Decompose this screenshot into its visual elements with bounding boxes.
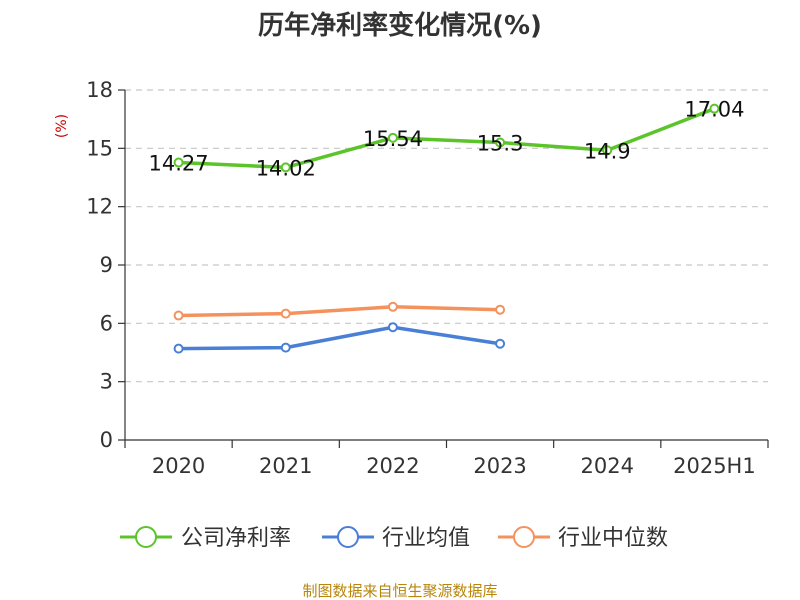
legend: 公司净利率 行业均值 行业中位数	[120, 526, 668, 551]
x-tick-label: 2022	[366, 454, 419, 478]
data-point	[495, 338, 506, 349]
y-tick-label: 12	[86, 195, 113, 219]
data-label: 15.54	[363, 127, 423, 151]
data-labels: 14.27 14.02 15.54 15.3 14.9 17.04	[149, 98, 745, 181]
data-point	[495, 137, 506, 148]
data-point	[387, 132, 398, 143]
y-tick-label: 6	[100, 311, 113, 335]
series-lines	[173, 103, 720, 354]
data-point	[602, 145, 613, 156]
legend-marker	[513, 526, 535, 548]
legend-label: 公司净利率	[181, 526, 291, 551]
grid-lines	[125, 89, 768, 383]
data-point	[387, 301, 398, 312]
data-point	[173, 310, 184, 321]
data-point	[387, 322, 398, 333]
data-label: 17.04	[684, 98, 744, 122]
legend-marker	[135, 526, 157, 548]
data-point	[495, 304, 506, 315]
chart-title: 历年净利率变化情况(%)	[258, 10, 542, 41]
legend-label: 行业均值	[382, 526, 470, 551]
series-line	[176, 106, 717, 170]
data-point	[280, 308, 291, 319]
y-tick-label: 3	[100, 370, 113, 394]
legend-item[interactable]: 公司净利率	[120, 526, 291, 551]
y-tick-label: 0	[100, 428, 113, 452]
data-label: 14.9	[584, 139, 631, 163]
data-label: 15.3	[477, 132, 524, 156]
legend-item[interactable]: 行业均值	[322, 526, 470, 551]
series-line	[176, 325, 502, 351]
legend-marker	[337, 526, 359, 548]
data-label: 14.02	[256, 156, 316, 180]
data-point	[173, 343, 184, 354]
x-tick-label: 2020	[152, 454, 205, 478]
data-label: 14.27	[149, 152, 209, 176]
x-tick-label: 2024	[581, 454, 634, 478]
y-tick-label: 18	[86, 78, 113, 102]
x-tick-label: 2025H1	[673, 454, 756, 478]
y-axis-unit-label: (%)	[54, 114, 70, 138]
axes: 0 3 6 9 12 15 18 2020 2021 2022 2023 2024 2025H1	[86, 78, 769, 478]
y-tick-label: 15	[86, 136, 113, 160]
y-tick-label: 9	[100, 253, 113, 277]
legend-label: 行业中位数	[558, 526, 668, 551]
data-point	[709, 103, 720, 114]
data-point	[173, 157, 184, 168]
data-point	[280, 162, 291, 173]
series-line	[176, 305, 502, 318]
x-tick-label: 2021	[259, 454, 312, 478]
data-point	[280, 342, 291, 353]
source-note: 制图数据来自恒生聚源数据库	[302, 582, 497, 600]
legend-item[interactable]: 行业中位数	[498, 526, 668, 551]
x-tick-label: 2023	[473, 454, 526, 478]
